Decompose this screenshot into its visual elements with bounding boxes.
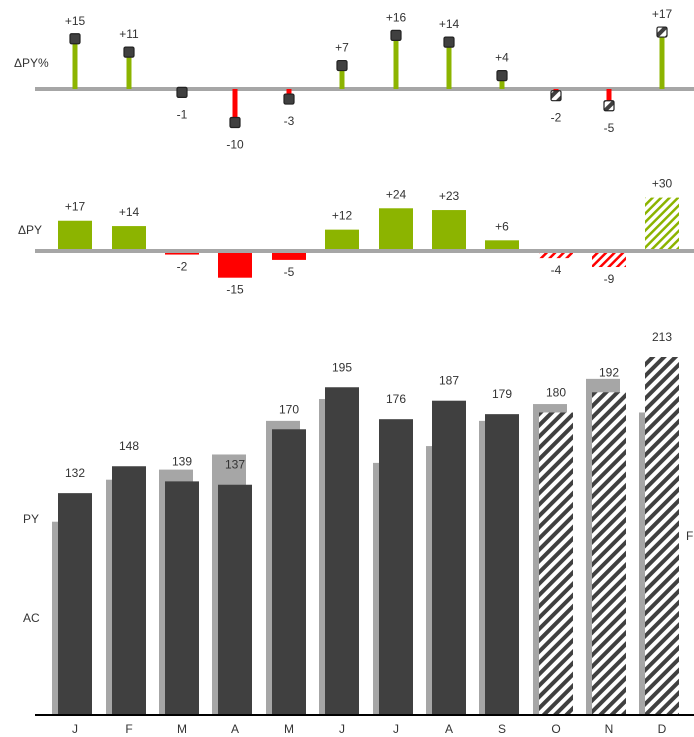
pin-head-marker <box>123 46 135 58</box>
forecast-bar <box>539 412 573 715</box>
x-tick-label: J <box>393 722 399 736</box>
pin-value-label: -3 <box>284 114 295 128</box>
ac-value-label: 132 <box>65 466 85 480</box>
pin-value-label: +15 <box>65 14 86 28</box>
variance-value-label: +30 <box>652 177 673 191</box>
ac-value-label: 170 <box>279 402 299 416</box>
x-tick-label: J <box>72 722 78 736</box>
x-tick-label: M <box>177 722 187 736</box>
pin-value-label: +16 <box>386 10 407 24</box>
pin-chart-ylabel: ΔPY% <box>14 56 49 70</box>
pin-value-label: +7 <box>335 41 349 55</box>
pin-head-marker <box>229 116 241 129</box>
ac-bar <box>272 429 306 715</box>
x-tick-label: M <box>284 722 294 736</box>
ac-value-label: 213 <box>652 330 672 344</box>
x-tick-label: D <box>658 722 667 736</box>
pin-head-marker <box>390 29 402 41</box>
pin-head-marker <box>550 90 562 102</box>
ac-bar <box>165 481 199 715</box>
pin-value-label: -5 <box>604 121 615 135</box>
pin-value-label: +4 <box>495 51 509 65</box>
forecast-bar <box>592 392 626 715</box>
ac-value-label: 137 <box>225 458 245 472</box>
pin-head-marker <box>496 69 508 82</box>
main-bar-chart: PY AC F 132 148 139 137 170 195 176 187 179 180 19… <box>23 330 694 736</box>
variance-value-label: +17 <box>65 200 86 214</box>
variance-bar <box>379 208 413 251</box>
pin-head-marker <box>283 93 295 105</box>
pin-head-marker <box>603 100 615 112</box>
x-tick-label: N <box>605 722 614 736</box>
pin-head-marker <box>336 59 348 72</box>
variance-bar <box>592 251 626 268</box>
ac-value-label: 176 <box>386 392 406 406</box>
x-tick-label: A <box>231 722 239 736</box>
variance-bar <box>112 226 146 251</box>
forecast-bar <box>645 357 679 715</box>
x-tick-label: F <box>125 722 132 736</box>
pin-value-label: -1 <box>177 107 188 121</box>
variance-value-label: +12 <box>332 209 353 223</box>
ac-bar <box>432 400 466 715</box>
variance-value-label: +24 <box>386 187 407 201</box>
ac-value-label: 195 <box>332 360 352 374</box>
ac-value-label: 192 <box>599 365 619 379</box>
variance-value-label: +14 <box>119 205 140 219</box>
variance-value-label: -5 <box>284 265 295 279</box>
pin-head-marker <box>656 26 668 38</box>
pin-head-marker <box>69 33 81 45</box>
pin-chart-delta-py-percent: ΔPY% +15 +11 -1 -10 -3 +7 +16 +14 +4 -2 -5 +17 <box>14 7 694 152</box>
variance-bar <box>645 197 679 251</box>
variance-bar <box>325 229 359 251</box>
ac-value-label: 187 <box>439 374 459 388</box>
variance-value-label: -4 <box>551 263 562 277</box>
pin-value-label: +17 <box>652 7 673 21</box>
variance-bar <box>485 240 519 251</box>
variance-value-label: -15 <box>226 283 244 297</box>
ac-bar <box>218 484 252 715</box>
variance-value-label: +6 <box>495 219 509 233</box>
ac-bar <box>485 414 519 715</box>
variance-bar <box>272 251 306 260</box>
ac-value-label: 179 <box>492 387 512 401</box>
variance-bar <box>58 220 92 251</box>
pin-value-label: -10 <box>226 138 244 152</box>
pin-head-marker <box>443 36 455 48</box>
ac-bar <box>112 466 146 715</box>
x-tick-label: O <box>551 722 560 736</box>
ac-value-label: 148 <box>119 439 139 453</box>
variance-value-label: -2 <box>177 260 188 274</box>
variance-chart-ylabel: ΔPY <box>18 223 42 237</box>
ac-bar <box>58 493 92 715</box>
x-tick-label: S <box>498 722 506 736</box>
legend-py-label: PY <box>23 512 39 526</box>
legend-f-label: F <box>686 529 693 543</box>
pin-value-label: -2 <box>551 111 562 125</box>
ac-value-label: 180 <box>546 385 566 399</box>
pin-head-marker <box>176 86 188 98</box>
variance-value-label: +23 <box>439 189 460 203</box>
ac-value-label: 139 <box>172 454 192 468</box>
pin-value-label: +14 <box>439 17 460 31</box>
variance-bar <box>218 251 252 278</box>
x-tick-label: A <box>445 722 453 736</box>
variance-value-label: -9 <box>604 272 615 286</box>
variance-bar-chart-delta-py: ΔPY +17 +14 -2 -15 -5 +12 +24 +23 +6 -4 -9 +30 <box>18 177 694 297</box>
legend-ac-label: AC <box>23 611 40 625</box>
ac-bar <box>379 419 413 715</box>
x-tick-label: J <box>339 722 345 736</box>
variance-bar <box>539 251 573 259</box>
variance-bar <box>432 210 466 251</box>
pin-value-label: +11 <box>119 27 139 41</box>
ac-bar <box>325 387 359 715</box>
